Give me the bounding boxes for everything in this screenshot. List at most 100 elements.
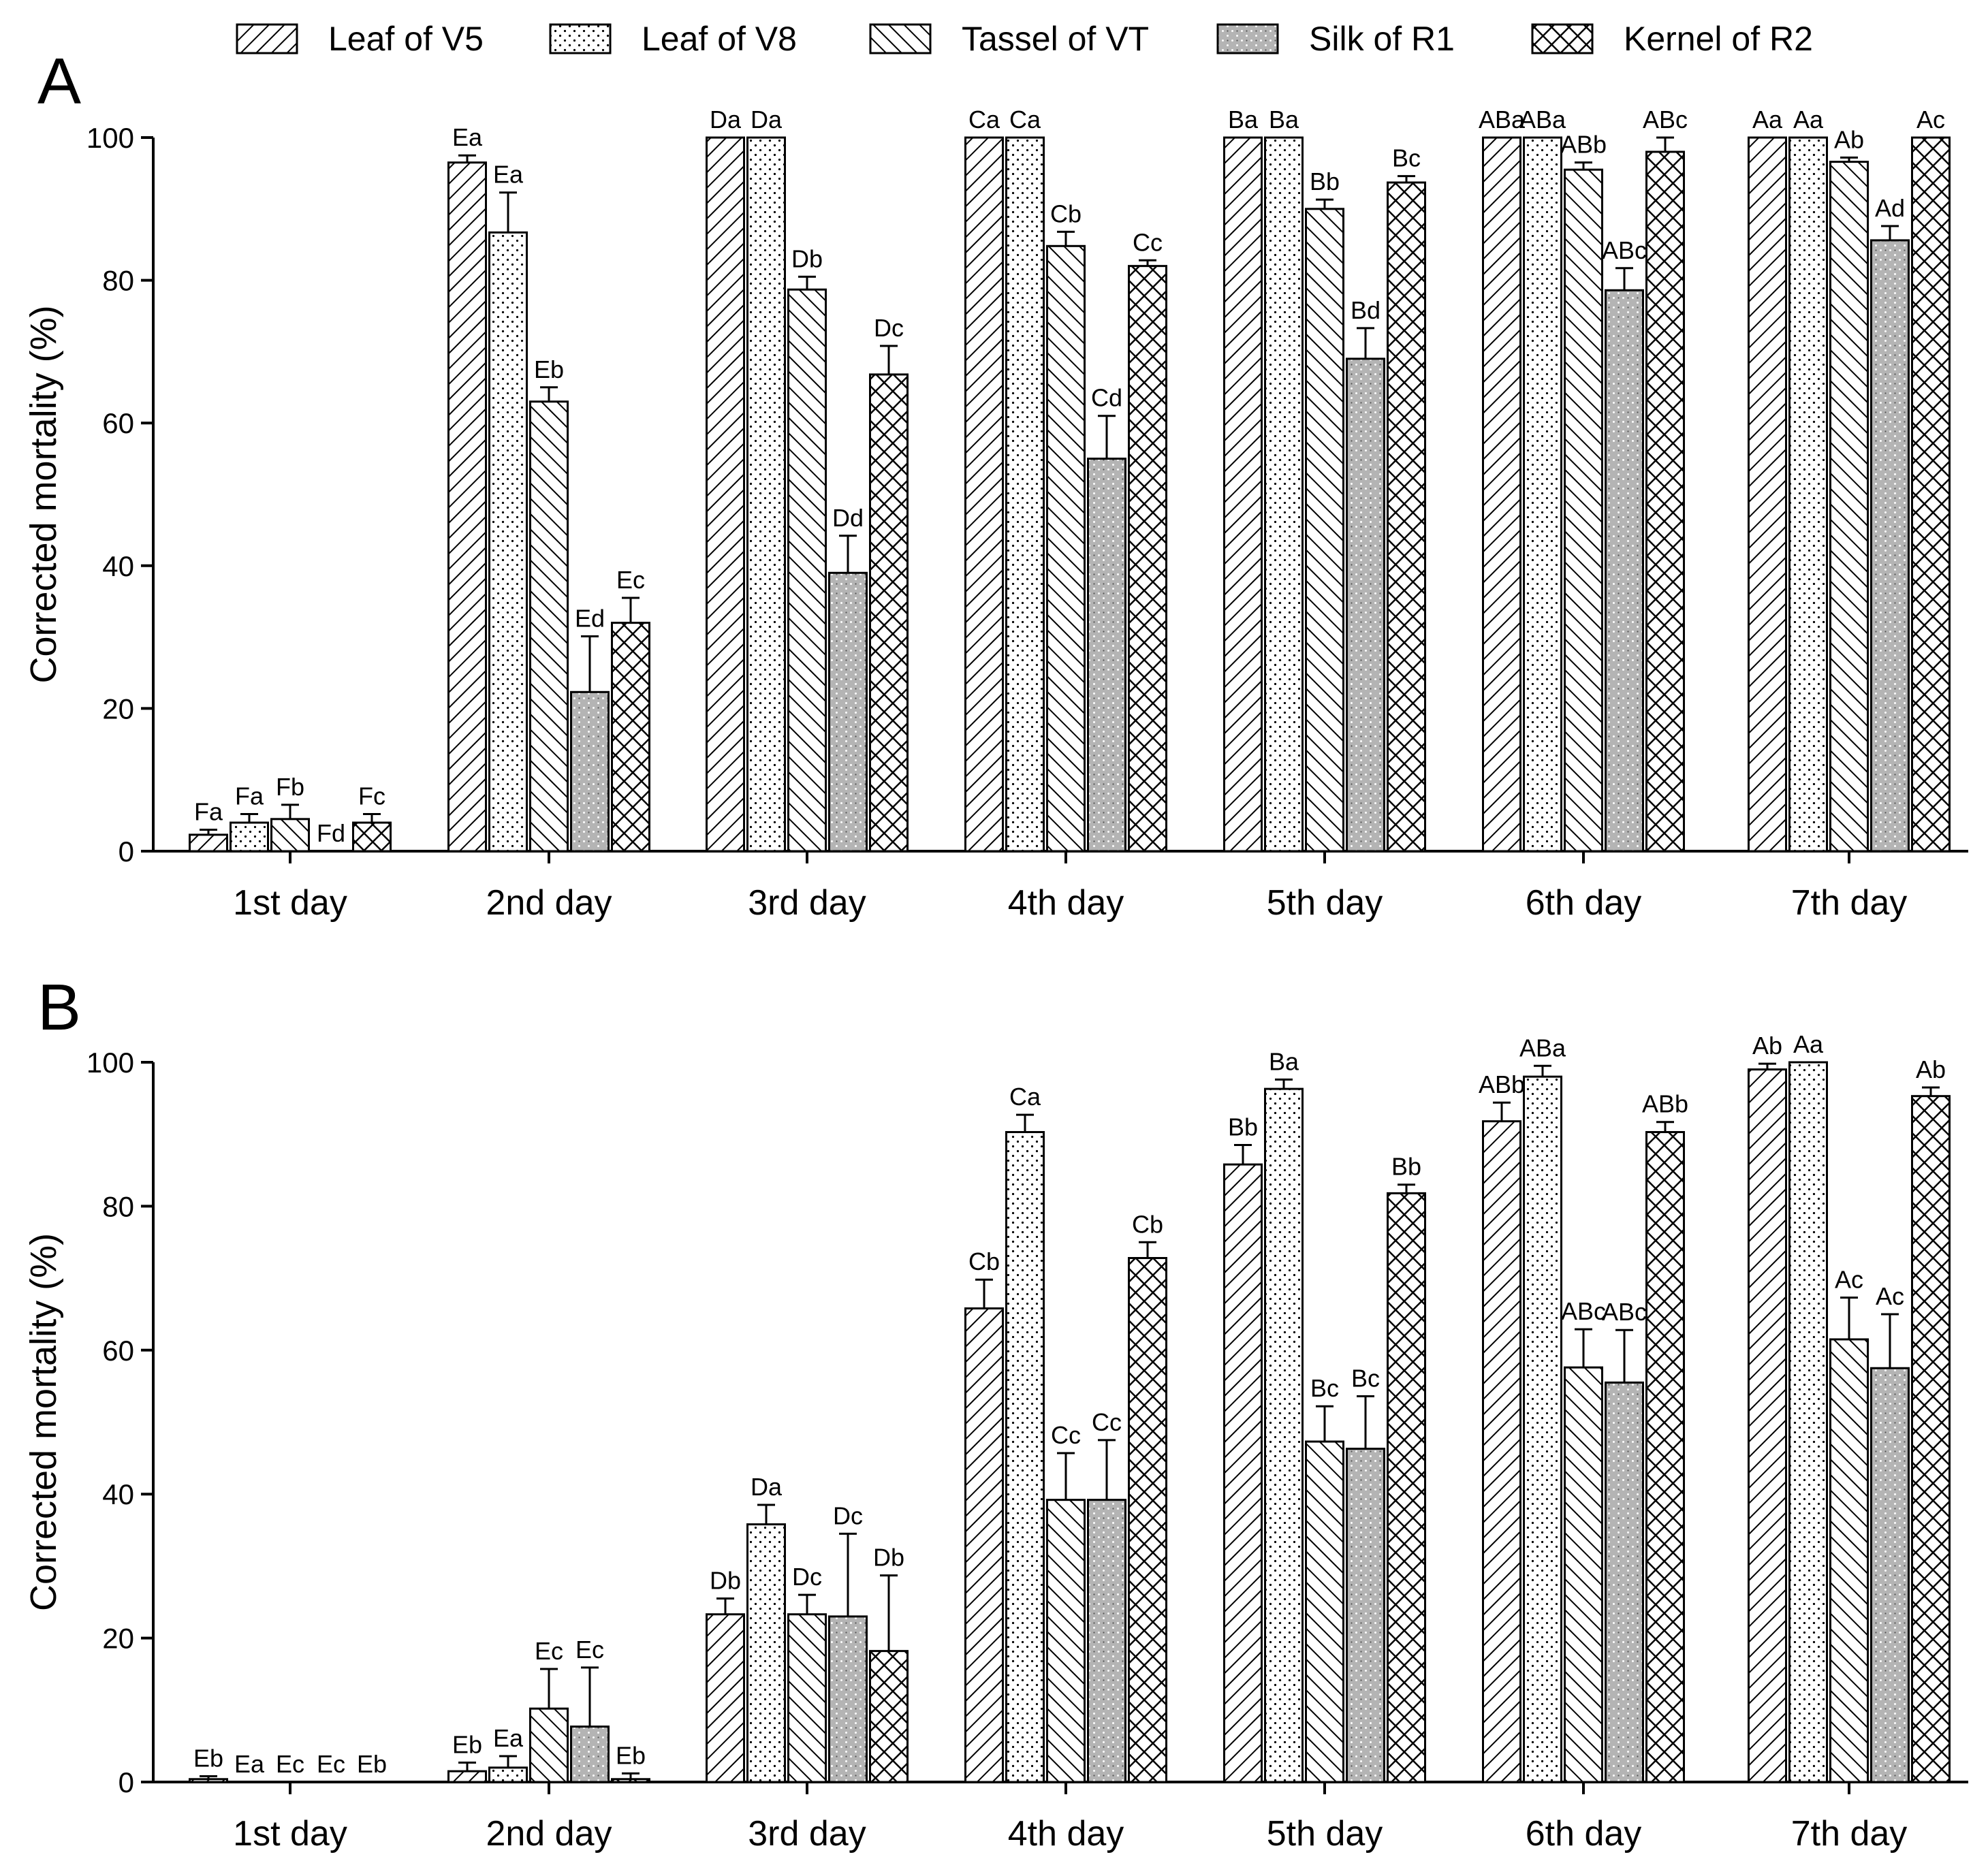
significance-label-kernel-of-r2-6th-day: ABc (1643, 106, 1688, 133)
significance-label-leaf-of-v8-1st-day: Ea (234, 1750, 265, 1778)
x-tick-label-6th-day: 6th day (1526, 883, 1642, 923)
significance-label-tassel-of-vt-7th-day: Ab (1834, 125, 1864, 153)
significance-label-leaf-of-v8-4th-day: Ca (1009, 1083, 1041, 1111)
legend-label-leaf-of-v8: Leaf of V8 (642, 20, 797, 58)
bar-leaf-of-v5-4th-day (964, 136, 1004, 853)
significance-label-silk-of-r1-1st-day: Ec (317, 1750, 345, 1778)
significance-label-kernel-of-r2-5th-day: Bc (1392, 144, 1421, 172)
x-tick-label-1st-day: 1st day (233, 1814, 347, 1854)
significance-label-leaf-of-v8-2nd-day: Ea (493, 1724, 524, 1752)
bar-tassel-of-vt-5th-day (1305, 1440, 1344, 1783)
x-tick-label-7th-day: 7th day (1791, 1814, 1908, 1854)
bar-kernel-of-r2-3rd-day (869, 1650, 909, 1783)
bar-tassel-of-vt-6th-day (1564, 1366, 1603, 1783)
bar-tassel-of-vt-1st-day (270, 818, 310, 853)
significance-label-leaf-of-v5-4th-day: Cb (968, 1247, 1000, 1275)
y-tick-label: 0 (119, 836, 134, 868)
legend-swatch-tassel-of-vt (869, 23, 932, 54)
y-tick-label: 80 (102, 1190, 134, 1222)
significance-label-tassel-of-vt-5th-day: Bc (1310, 1374, 1339, 1402)
bar-tassel-of-vt-6th-day (1564, 168, 1603, 853)
significance-label-leaf-of-v8-3rd-day: Da (751, 106, 783, 133)
bar-leaf-of-v5-3rd-day (706, 136, 745, 853)
significance-label-kernel-of-r2-6th-day: ABb (1642, 1090, 1688, 1118)
bar-leaf-of-v5-7th-day (1748, 1068, 1787, 1783)
significance-label-leaf-of-v8-6th-day: ABa (1519, 1034, 1566, 1062)
bar-kernel-of-r2-5th-day (1387, 181, 1426, 853)
bar-silk-of-r1-5th-day (1346, 357, 1385, 853)
bar-silk-of-r1-5th-day (1346, 1448, 1385, 1783)
bar-kernel-of-r2-2nd-day (611, 622, 650, 853)
significance-label-kernel-of-r2-3rd-day: Dc (874, 314, 904, 342)
significance-label-leaf-of-v5-3rd-day: Da (710, 106, 742, 133)
significance-label-tassel-of-vt-2nd-day: Ec (535, 1637, 563, 1665)
x-tick-label-5th-day: 5th day (1267, 1814, 1383, 1854)
significance-label-silk-of-r1-7th-day: Ac (1876, 1282, 1904, 1310)
y-axis-title: Corrected mortality (%) (23, 1233, 64, 1611)
bar-tassel-of-vt-5th-day (1305, 208, 1344, 853)
y-tick-label: 40 (102, 1478, 134, 1510)
significance-label-leaf-of-v5-4th-day: Ca (968, 106, 1000, 133)
bar-leaf-of-v8-7th-day (1788, 1061, 1828, 1783)
x-tick-label-2nd-day: 2nd day (486, 1814, 612, 1854)
legend-label-silk-of-r1: Silk of R1 (1309, 20, 1455, 58)
y-tick-label: 0 (119, 1766, 134, 1798)
bar-tassel-of-vt-7th-day (1829, 1338, 1869, 1783)
bar-leaf-of-v5-5th-day (1223, 1163, 1263, 1783)
bar-kernel-of-r2-4th-day (1128, 1257, 1167, 1783)
bar-kernel-of-r2-3rd-day (869, 373, 909, 853)
bar-kernel-of-r2-2nd-day (611, 1778, 650, 1783)
bar-leaf-of-v5-3rd-day (706, 1613, 745, 1783)
bar-leaf-of-v8-2nd-day (488, 231, 528, 853)
x-tick-label-3rd-day: 3rd day (748, 1814, 866, 1854)
panel-label-a: A (37, 45, 81, 118)
significance-label-leaf-of-v5-7th-day: Ab (1752, 1032, 1782, 1060)
bar-leaf-of-v5-6th-day (1482, 136, 1521, 853)
significance-label-silk-of-r1-6th-day: ABc (1602, 236, 1647, 264)
significance-label-leaf-of-v8-1st-day: Fa (235, 782, 264, 810)
bar-leaf-of-v8-6th-day (1523, 136, 1562, 853)
bar-leaf-of-v5-4th-day (964, 1307, 1004, 1783)
significance-label-tassel-of-vt-3rd-day: Db (791, 244, 823, 272)
legend-swatch-leaf-of-v8 (549, 23, 612, 54)
bar-leaf-of-v5-7th-day (1748, 136, 1787, 853)
significance-label-leaf-of-v8-5th-day: Ba (1269, 106, 1299, 133)
bar-leaf-of-v5-1st-day (189, 1778, 228, 1783)
significance-label-tassel-of-vt-7th-day: Ac (1835, 1266, 1863, 1294)
significance-label-kernel-of-r2-1st-day: Eb (357, 1750, 387, 1778)
bar-kernel-of-r2-7th-day (1911, 1095, 1951, 1783)
significance-label-kernel-of-r2-7th-day: Ab (1916, 1055, 1946, 1083)
significance-label-tassel-of-vt-6th-day: ABc (1561, 1297, 1606, 1325)
bar-tassel-of-vt-3rd-day (787, 1613, 827, 1783)
significance-label-leaf-of-v8-7th-day: Aa (1793, 1030, 1824, 1058)
bar-leaf-of-v8-5th-day (1264, 1087, 1304, 1783)
bar-leaf-of-v8-3rd-day (746, 1523, 786, 1783)
chart-legend: Leaf of V5 Leaf of V8 Tassel of VT Silk of … (236, 20, 1813, 58)
legend-swatch-silk-of-r1 (1216, 23, 1279, 54)
bar-leaf-of-v8-4th-day (1005, 1131, 1045, 1783)
bar-leaf-of-v5-5th-day (1223, 136, 1263, 853)
bar-silk-of-r1-7th-day (1870, 1367, 1910, 1783)
y-tick-label: 20 (102, 693, 134, 725)
legend-label-leaf-of-v5: Leaf of V5 (328, 20, 484, 58)
x-tick-label-4th-day: 4th day (1008, 1814, 1124, 1854)
bar-leaf-of-v8-7th-day (1788, 136, 1828, 853)
significance-label-tassel-of-vt-5th-day: Bb (1310, 168, 1340, 195)
significance-label-silk-of-r1-5th-day: Bd (1351, 296, 1380, 324)
bar-leaf-of-v5-2nd-day (447, 1770, 487, 1783)
x-tick-label-4th-day: 4th day (1008, 883, 1124, 923)
significance-label-tassel-of-vt-1st-day: Fb (276, 773, 304, 801)
bar-kernel-of-r2-7th-day (1911, 136, 1951, 853)
x-tick-label-6th-day: 6th day (1526, 1814, 1642, 1854)
significance-label-kernel-of-r2-3rd-day: Db (873, 1544, 904, 1572)
significance-label-tassel-of-vt-3rd-day: Dc (792, 1563, 822, 1591)
significance-label-silk-of-r1-4th-day: Cc (1092, 1408, 1122, 1436)
significance-label-leaf-of-v8-5th-day: Ba (1269, 1047, 1299, 1075)
bar-tassel-of-vt-2nd-day (529, 1707, 569, 1783)
significance-label-leaf-of-v5-7th-day: Aa (1752, 106, 1783, 133)
significance-label-silk-of-r1-2nd-day: Ed (575, 605, 605, 633)
chart-panel-a: 0 20 40 60 80 100 Corrected mortality (%) 1st d… (23, 106, 1968, 923)
bar-silk-of-r1-3rd-day (828, 1615, 868, 1783)
legend-swatch-kernel-of-r2 (1531, 23, 1594, 54)
